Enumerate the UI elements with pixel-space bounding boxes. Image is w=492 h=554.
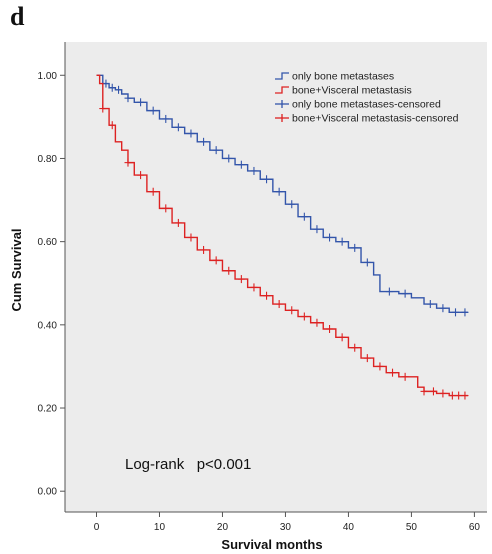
censor-mark-only-bone [275, 187, 283, 196]
censor-mark-bone-visceral [401, 372, 409, 381]
censor-mark-bone-visceral [225, 266, 233, 275]
censor-mark-only-bone [461, 308, 469, 317]
x-tick-label: 20 [217, 522, 229, 533]
censor-mark-bone-visceral [200, 245, 208, 254]
censor-mark-only-bone [108, 83, 116, 92]
censor-mark-only-bone [237, 160, 245, 169]
censor-mark-only-bone [401, 289, 409, 298]
x-tick-label: 30 [280, 522, 292, 533]
censor-mark-only-bone [124, 94, 132, 103]
censor-mark-bone-visceral [187, 233, 195, 242]
censor-mark-bone-visceral [124, 158, 132, 167]
plot-background [65, 42, 487, 512]
legend-label: only bone metastases [292, 71, 394, 83]
censor-mark-bone-visceral [99, 104, 107, 113]
x-tick-label: 10 [154, 522, 166, 533]
censor-mark-only-bone [351, 243, 359, 252]
x-axis-title: Survival months [221, 537, 322, 552]
y-axis-title: Cum Survival [9, 228, 24, 311]
censor-mark-only-bone [102, 79, 110, 88]
legend-label: only bone metastases-censored [292, 99, 441, 111]
x-tick-label: 60 [469, 522, 481, 533]
censor-mark-only-bone [385, 287, 393, 296]
censor-mark-only-bone [225, 154, 233, 163]
censor-mark-bone-visceral [420, 387, 428, 396]
legend-label: bone+Visceral metastasis-censored [292, 113, 459, 125]
censor-mark-bone-visceral [429, 387, 437, 396]
panel-label: d [10, 2, 25, 31]
censor-mark-bone-visceral [313, 318, 321, 327]
censor-mark-bone-visceral [288, 306, 296, 315]
censor-mark-only-bone [300, 212, 308, 221]
y-tick-label: 1.00 [38, 71, 58, 82]
legend-item: only bone metastases [275, 71, 394, 83]
y-tick-label: 0.20 [38, 404, 58, 415]
legend-item: bone+Visceral metastasis-censored [275, 113, 459, 125]
annotation-logrank: Log-rank p<0.001 [125, 456, 251, 473]
censor-mark-only-bone [162, 114, 170, 123]
censor-mark-only-bone [326, 233, 334, 242]
censor-mark-bone-visceral [275, 300, 283, 309]
censor-mark-bone-visceral [108, 121, 116, 130]
censor-mark-only-bone [338, 237, 346, 246]
censor-mark-only-bone [426, 300, 434, 309]
censor-mark-only-bone [452, 308, 460, 317]
legend-step-swatch [275, 86, 289, 94]
censor-mark-only-bone [250, 166, 258, 175]
censor-mark-only-bone [115, 85, 123, 94]
censor-mark-bone-visceral [263, 291, 271, 300]
x-tick-label: 0 [94, 522, 100, 533]
censor-mark-bone-visceral [250, 283, 258, 292]
x-tick-label: 40 [343, 522, 355, 533]
censor-mark-bone-visceral [300, 312, 308, 321]
censor-mark-only-bone [439, 304, 447, 313]
legend-item: bone+Visceral metastasis [275, 85, 412, 97]
legend-label: bone+Visceral metastasis [292, 85, 412, 97]
censor-mark-only-bone [174, 123, 182, 132]
y-tick-label: 0.00 [38, 487, 58, 498]
censor-mark-bone-visceral [338, 333, 346, 342]
censor-mark-bone-visceral [326, 324, 334, 333]
y-tick-label: 0.40 [38, 320, 58, 331]
y-tick-label: 0.80 [38, 154, 58, 165]
legend-step-swatch [275, 72, 289, 80]
censor-mark-only-bone [149, 106, 157, 115]
censor-mark-bone-visceral [174, 218, 182, 227]
censor-mark-bone-visceral [351, 343, 359, 352]
censor-mark-bone-visceral [149, 187, 157, 196]
censor-mark-only-bone [313, 225, 321, 234]
censor-mark-only-bone [212, 146, 220, 155]
censor-mark-bone-visceral [448, 391, 456, 400]
censor-mark-bone-visceral [439, 389, 447, 398]
censor-mark-bone-visceral [363, 354, 371, 363]
censor-mark-only-bone [263, 175, 271, 184]
censor-mark-bone-visceral [162, 204, 170, 213]
censor-mark-bone-visceral [237, 275, 245, 284]
censor-mark-only-bone [187, 129, 195, 138]
censor-mark-bone-visceral [461, 391, 469, 400]
censor-mark-bone-visceral [389, 368, 397, 377]
censor-mark-only-bone [363, 258, 371, 267]
censor-mark-bone-visceral [376, 362, 384, 371]
censor-mark-bone-visceral [455, 391, 463, 400]
censor-mark-bone-visceral [137, 171, 145, 180]
censor-mark-only-bone [137, 98, 145, 107]
legend-item: only bone metastases-censored [275, 99, 441, 111]
censor-mark-only-bone [200, 137, 208, 146]
censor-mark-bone-visceral [212, 256, 220, 265]
x-tick-label: 50 [406, 522, 418, 533]
censor-mark-only-bone [288, 200, 296, 209]
y-tick-label: 0.60 [38, 237, 58, 248]
survival-curve-bone-visceral [96, 74, 469, 397]
